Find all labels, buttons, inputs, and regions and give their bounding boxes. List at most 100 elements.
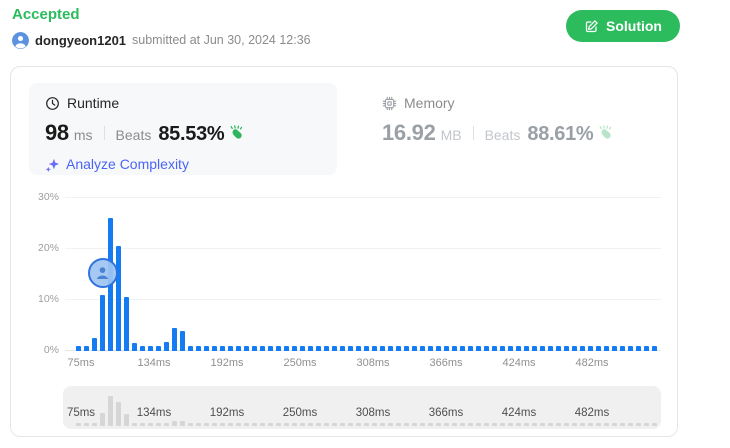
brush-bar xyxy=(652,423,657,426)
brush-bar xyxy=(220,423,225,426)
runtime-card[interactable]: Runtime 98 ms Beats 85.53% xyxy=(29,83,337,175)
distribution-bar xyxy=(596,345,601,351)
divider xyxy=(103,126,105,140)
distribution-bar xyxy=(460,345,465,351)
distribution-bar xyxy=(260,345,265,351)
clock-icon xyxy=(45,96,60,111)
submission-meta: dongyeon1201 submitted at Jun 30, 2024 1… xyxy=(12,31,311,49)
brush-bar xyxy=(532,423,537,426)
distribution-bar xyxy=(124,297,129,351)
brush-bar xyxy=(372,423,377,426)
distribution-bar xyxy=(356,345,361,351)
distribution-bar xyxy=(236,345,241,351)
distribution-bar xyxy=(620,345,625,351)
x-tick-label: 482ms xyxy=(575,357,609,369)
brush-bar xyxy=(148,423,153,426)
distribution-bar xyxy=(532,345,537,351)
range-brush[interactable]: 75ms 134ms 192ms 250ms 308ms 366ms 424ms 482ms xyxy=(63,386,661,429)
brush-bar xyxy=(340,423,345,426)
runtime-beats-label: Beats xyxy=(115,127,152,143)
brush-bar xyxy=(460,423,465,426)
distribution-bar xyxy=(316,345,321,351)
distribution-bar xyxy=(468,345,473,351)
brush-bar xyxy=(92,423,97,426)
distribution-bar xyxy=(156,345,161,351)
brush-bar xyxy=(396,423,401,426)
brush-tick-label: 134ms xyxy=(136,407,172,419)
brush-bar xyxy=(516,423,521,426)
distribution-bar xyxy=(540,345,545,351)
y-tick-label: 10% xyxy=(37,293,59,305)
brush-bar xyxy=(156,423,161,426)
user-avatar xyxy=(12,31,29,49)
username[interactable]: dongyeon1201 xyxy=(35,32,127,48)
distribution-bar xyxy=(308,345,313,351)
brush-bar xyxy=(172,420,177,426)
distribution-bar xyxy=(332,345,337,351)
distribution-bar xyxy=(84,345,89,351)
brush-bar xyxy=(404,423,409,426)
distribution-bar xyxy=(180,330,185,351)
distribution-bar xyxy=(188,345,193,351)
x-tick-label: 424ms xyxy=(502,357,536,369)
brush-bar xyxy=(292,423,297,426)
brush-tick-label: 366ms xyxy=(428,407,464,419)
memory-card[interactable]: Memory 16.92 MB Beats 88.61% xyxy=(366,83,674,175)
brush-bar xyxy=(324,423,329,426)
runtime-distribution-plot[interactable] xyxy=(76,191,664,351)
distribution-bar xyxy=(444,345,449,351)
brush-bar xyxy=(252,423,257,426)
distribution-bar xyxy=(604,345,609,351)
distribution-bar xyxy=(428,345,433,351)
solution-button[interactable]: Solution xyxy=(566,10,680,42)
y-axis-labels: 0% 10% 20% 30% xyxy=(11,191,59,356)
gridline xyxy=(65,197,661,198)
brush-bar xyxy=(628,423,633,426)
brush-bar xyxy=(332,423,337,426)
brush-bar xyxy=(76,423,81,426)
distribution-bar xyxy=(436,345,441,351)
brush-bar xyxy=(492,423,497,426)
brush-bar xyxy=(276,423,281,426)
brush-bar xyxy=(436,423,441,426)
brush-bar xyxy=(620,423,625,426)
brush-bar xyxy=(548,423,553,426)
distribution-bar xyxy=(508,345,513,351)
brush-bar xyxy=(500,423,505,426)
brush-bar xyxy=(84,423,89,426)
x-tick-label: 366ms xyxy=(429,357,463,369)
brush-bar xyxy=(612,423,617,426)
distribution-bar xyxy=(300,345,305,351)
brush-bar xyxy=(428,423,433,426)
brush-bar xyxy=(420,423,425,426)
x-axis-labels: 75ms 134ms 192ms 250ms 308ms 366ms 424ms 482ms xyxy=(68,357,664,373)
distribution-bar xyxy=(364,345,369,351)
brush-bar xyxy=(116,402,121,426)
user-position-marker[interactable] xyxy=(87,257,118,288)
distribution-bar xyxy=(92,338,97,351)
distribution-bar xyxy=(164,341,169,351)
distribution-bar xyxy=(412,345,417,351)
brush-bar xyxy=(572,423,577,426)
analyze-complexity-link[interactable]: Analyze Complexity xyxy=(45,156,189,172)
x-tick-label: 75ms xyxy=(67,357,95,369)
distribution-bar xyxy=(244,345,249,351)
result-panel: Runtime 98 ms Beats 85.53% xyxy=(10,66,678,437)
runtime-value: 98 xyxy=(45,120,69,145)
gridlines xyxy=(65,191,661,351)
brush-bar xyxy=(596,423,601,426)
brush-bar xyxy=(108,396,113,426)
distribution-bar xyxy=(380,345,385,351)
status-accepted: Accepted xyxy=(12,6,80,23)
brush-bar xyxy=(476,423,481,426)
distribution-bar xyxy=(476,345,481,351)
brush-bar xyxy=(644,423,649,426)
distribution-bar xyxy=(372,345,377,351)
brush-bar xyxy=(604,423,609,426)
brush-tick-label: 75ms xyxy=(66,407,96,419)
distribution-bar xyxy=(628,345,633,351)
brush-bar xyxy=(308,423,313,426)
distribution-bar xyxy=(292,345,297,351)
distribution-bar xyxy=(644,345,649,351)
distribution-bar xyxy=(116,246,121,351)
